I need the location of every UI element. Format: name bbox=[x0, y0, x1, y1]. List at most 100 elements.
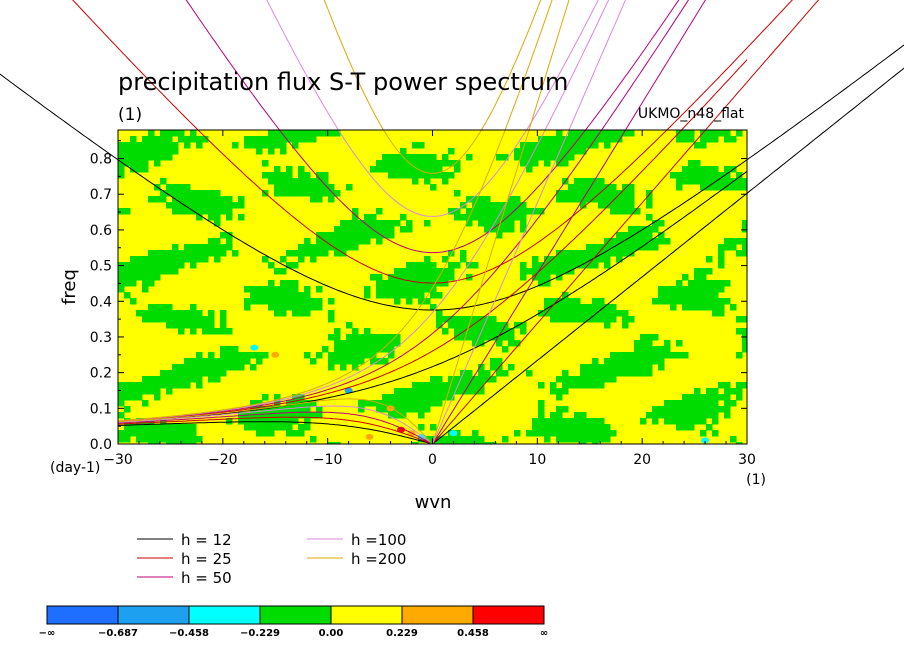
field-cell bbox=[730, 184, 737, 191]
field-cell bbox=[550, 298, 557, 305]
field-cell bbox=[136, 142, 143, 149]
field-cell bbox=[316, 286, 323, 293]
field-cell bbox=[406, 388, 413, 395]
field-cell bbox=[148, 442, 155, 444]
field-cell bbox=[646, 370, 653, 377]
field-cell bbox=[730, 388, 737, 395]
field-cell bbox=[250, 412, 257, 419]
field-cell bbox=[694, 274, 701, 281]
field-cell bbox=[118, 430, 125, 437]
field-cell bbox=[166, 304, 173, 311]
field-cell bbox=[190, 136, 197, 143]
field-cell bbox=[562, 190, 569, 197]
field-cell bbox=[580, 250, 587, 257]
field-cell bbox=[616, 238, 623, 245]
field-cell bbox=[556, 430, 563, 437]
field-cell bbox=[598, 250, 605, 257]
field-cell bbox=[130, 388, 137, 395]
x-tick-label: 10 bbox=[528, 452, 546, 468]
field-cell bbox=[118, 148, 125, 155]
field-cell bbox=[676, 298, 683, 305]
field-cell bbox=[154, 316, 161, 323]
field-cell bbox=[448, 442, 455, 444]
field-cell bbox=[538, 136, 545, 143]
field-cell bbox=[556, 268, 563, 275]
field-cell bbox=[508, 208, 515, 215]
field-cell bbox=[442, 442, 449, 444]
field-cell bbox=[718, 382, 725, 389]
field-cell bbox=[430, 388, 437, 395]
field-cell bbox=[436, 322, 443, 329]
field-cell bbox=[130, 262, 137, 269]
field-cell bbox=[322, 130, 329, 137]
chart-title: precipitation flux S-T power spectrum bbox=[118, 68, 568, 96]
field-cell bbox=[442, 394, 449, 401]
field-cell bbox=[502, 226, 509, 233]
field-cell bbox=[442, 388, 449, 395]
field-cell bbox=[652, 358, 659, 365]
field-cell bbox=[172, 184, 179, 191]
field-cell bbox=[376, 292, 383, 299]
field-cell bbox=[646, 244, 653, 251]
field-cell bbox=[124, 262, 131, 269]
field-cell bbox=[436, 376, 443, 383]
field-cell bbox=[592, 250, 599, 257]
field-cell bbox=[496, 358, 503, 365]
field-cell bbox=[610, 364, 617, 371]
field-cell bbox=[568, 250, 575, 257]
field-cell bbox=[544, 304, 551, 311]
field-cell bbox=[598, 424, 605, 431]
field-cell bbox=[418, 166, 425, 173]
field-cell bbox=[166, 202, 173, 209]
y-tick-label: 0.8 bbox=[90, 152, 112, 168]
field-cell bbox=[688, 406, 695, 413]
field-cell bbox=[148, 256, 155, 263]
field-cell bbox=[580, 190, 587, 197]
field-cell bbox=[520, 274, 527, 281]
field-cell bbox=[352, 208, 359, 215]
field-cell bbox=[424, 388, 431, 395]
field-cell bbox=[706, 136, 713, 143]
x-tick-label: −30 bbox=[103, 452, 133, 468]
field-cell bbox=[616, 358, 623, 365]
field-cell bbox=[298, 130, 305, 137]
field-cell bbox=[124, 424, 131, 431]
field-cell bbox=[406, 262, 413, 269]
field-cell bbox=[118, 274, 125, 281]
field-cell bbox=[712, 298, 719, 305]
field-cell bbox=[214, 250, 221, 257]
field-cell bbox=[394, 220, 401, 227]
field-cell bbox=[352, 358, 359, 365]
field-cell bbox=[460, 376, 467, 383]
field-cell bbox=[292, 310, 299, 317]
field-cell bbox=[472, 334, 479, 341]
field-cell bbox=[184, 184, 191, 191]
field-cell bbox=[592, 442, 599, 444]
field-cell bbox=[442, 154, 449, 161]
field-cell bbox=[280, 130, 287, 137]
field-cell bbox=[310, 358, 317, 365]
field-cell bbox=[496, 232, 503, 239]
field-cell bbox=[670, 418, 677, 425]
field-cell bbox=[664, 406, 671, 413]
mixed-rossby-gravity-curve bbox=[117, 170, 748, 423]
field-cell bbox=[592, 190, 599, 197]
field-cell bbox=[562, 430, 569, 437]
field-cell bbox=[490, 202, 497, 209]
field-cell bbox=[268, 136, 275, 143]
field-cell bbox=[130, 154, 137, 161]
field-cell bbox=[622, 322, 629, 329]
field-cell bbox=[580, 184, 587, 191]
field-cell bbox=[298, 292, 305, 299]
field-cell bbox=[190, 304, 197, 311]
field-cell bbox=[172, 370, 179, 377]
field-cell bbox=[688, 400, 695, 407]
field-cell bbox=[364, 328, 371, 335]
field-cell bbox=[580, 310, 587, 317]
field-cell bbox=[604, 364, 611, 371]
field-cell bbox=[136, 256, 143, 263]
field-cell bbox=[196, 382, 203, 389]
field-cell bbox=[574, 424, 581, 431]
rossby-curve bbox=[117, 405, 431, 443]
field-cell bbox=[292, 412, 299, 419]
